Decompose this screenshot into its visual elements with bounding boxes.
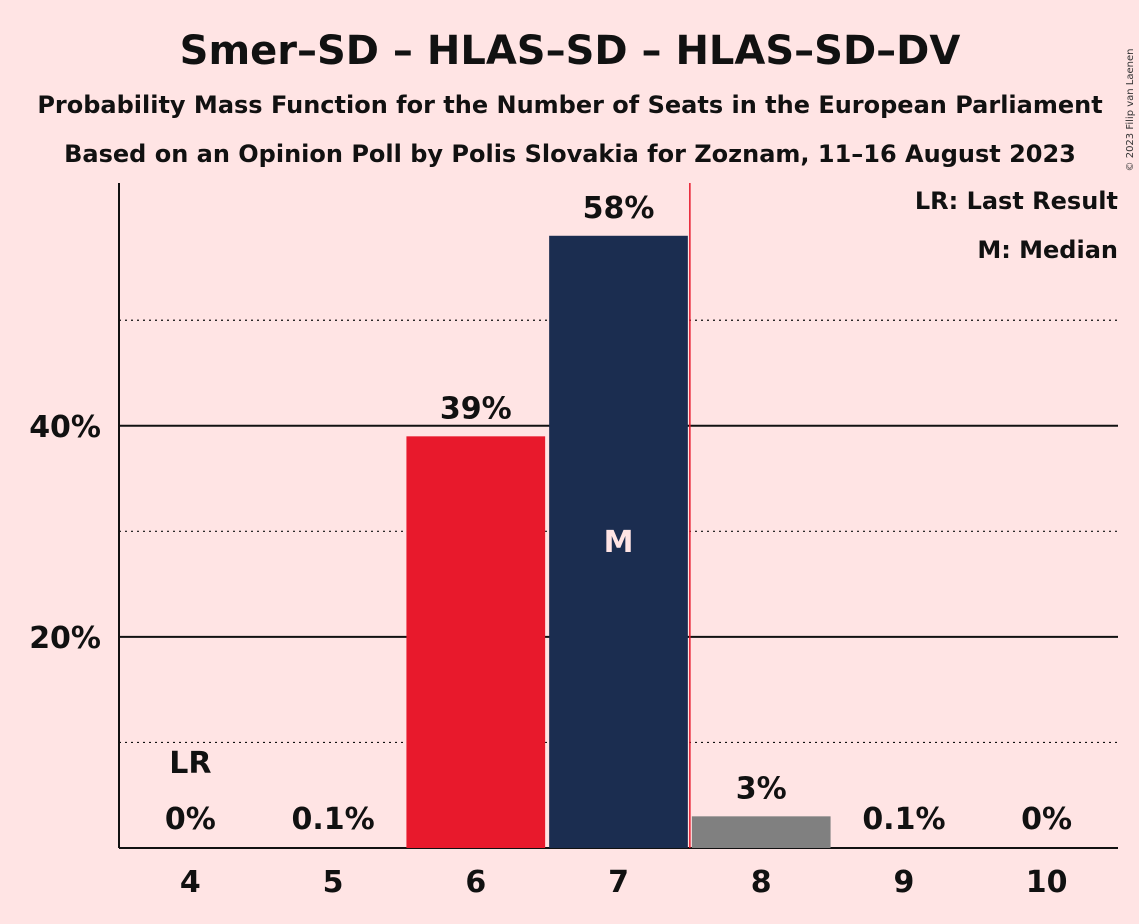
- bars: [406, 183, 831, 848]
- x-tick-5: 5: [323, 865, 344, 900]
- y-tick-20: 20%: [29, 621, 101, 656]
- data-label-6: 39%: [440, 391, 512, 426]
- x-tick-9: 9: [893, 865, 914, 900]
- chart-subtitle-source: Based on an Opinion Poll by Polis Slovak…: [64, 140, 1076, 168]
- data-label-7: 58%: [583, 191, 655, 226]
- y-axis-ticks: 20% 40%: [29, 410, 101, 656]
- y-tick-40: 40%: [29, 410, 101, 445]
- bar-7: [549, 235, 688, 848]
- bar-8: [691, 816, 831, 848]
- median-marker: M: [604, 525, 634, 560]
- credit-text: © 2023 Filip van Laenen: [1125, 49, 1136, 172]
- chart-subtitle: Probability Mass Function for the Number…: [37, 91, 1102, 119]
- bar-6: [406, 436, 546, 848]
- data-label-9: 0.1%: [862, 802, 945, 837]
- data-labels: 0% 0.1% 39% 58% 3% 0.1% 0% LR M: [165, 191, 1072, 837]
- chart-title: Smer–SD – HLAS–SD – HLAS–SD–DV: [180, 28, 961, 74]
- data-label-8: 3%: [736, 771, 787, 806]
- x-tick-4: 4: [180, 865, 201, 900]
- data-label-10: 0%: [1021, 802, 1072, 837]
- data-label-5: 0.1%: [291, 802, 374, 837]
- x-axis-ticks: 4 5 6 7 8 9 10: [180, 865, 1068, 900]
- x-tick-8: 8: [751, 865, 772, 900]
- data-label-4: 0%: [165, 802, 216, 837]
- legend-last-result: LR: Last Result: [915, 187, 1118, 215]
- x-tick-10: 10: [1026, 865, 1068, 900]
- last-result-marker: LR: [169, 746, 211, 781]
- x-tick-6: 6: [465, 865, 486, 900]
- legend-median: M: Median: [977, 236, 1118, 264]
- x-tick-7: 7: [608, 865, 629, 900]
